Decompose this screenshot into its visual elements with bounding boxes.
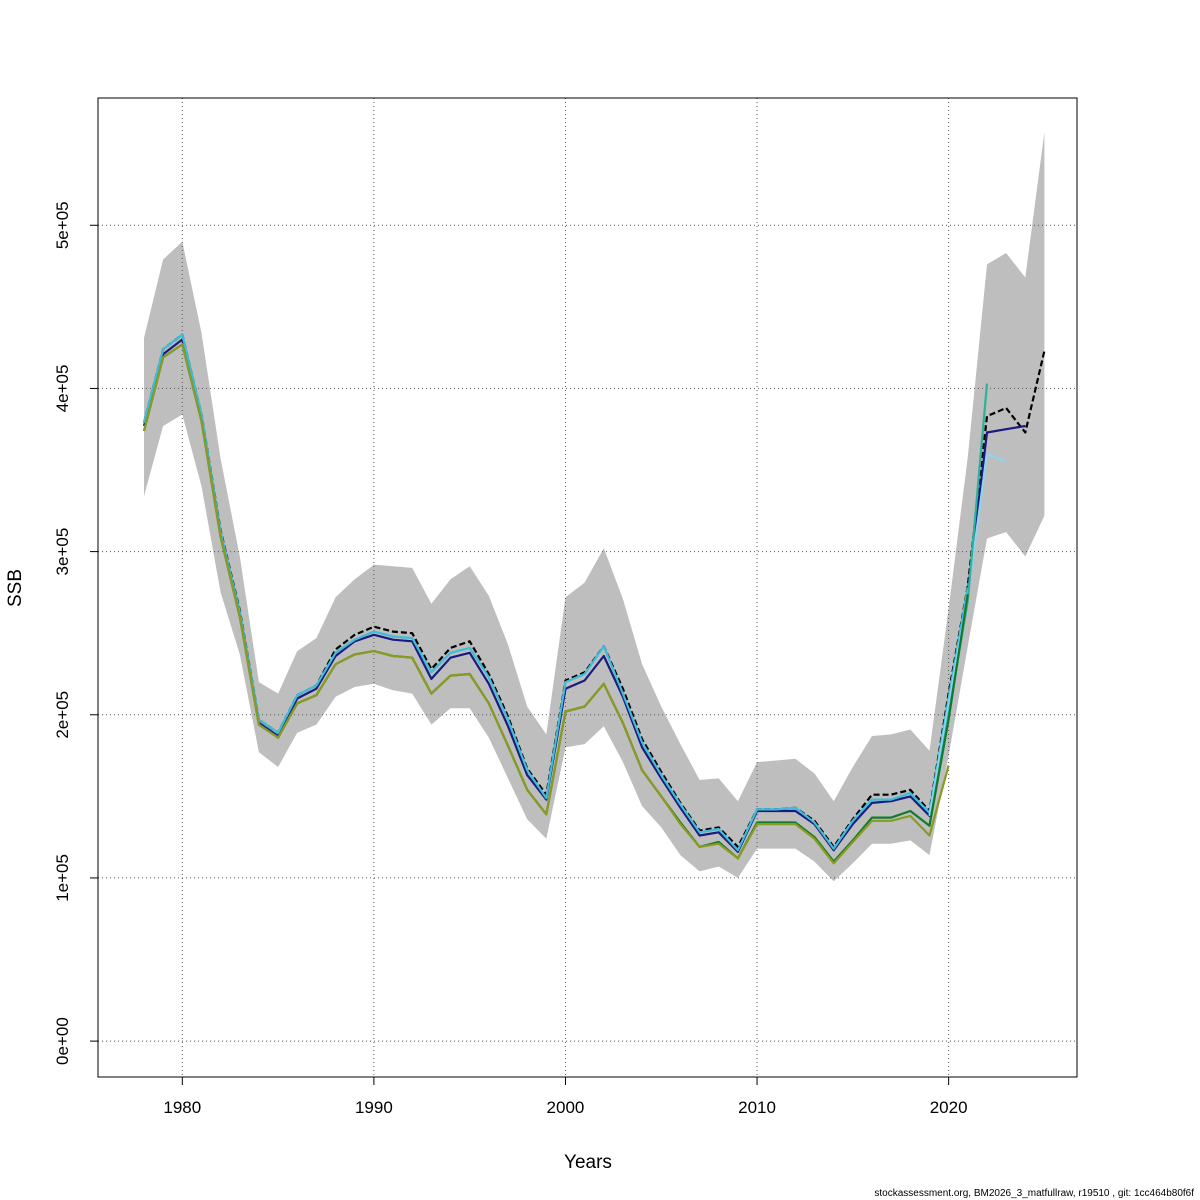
x-tick-label: 1980 — [163, 1098, 201, 1117]
x-tick-label: 2020 — [930, 1098, 968, 1117]
y-tick-label: 5e+05 — [53, 201, 72, 249]
y-tick-label: 4e+05 — [53, 365, 72, 413]
y-axis-title: SSB — [5, 569, 26, 607]
y-tick-label: 0e+00 — [53, 1017, 72, 1065]
series-line-3 — [142, 333, 969, 852]
y-axis: 0e+00 1e+05 2e+05 3e+05 4e+05 5e+05 — [53, 201, 98, 1065]
y-tick-label: 1e+05 — [53, 854, 72, 902]
footer-source-note: stockassessment.org, BM2026_3_matfullraw… — [874, 1188, 1194, 1199]
x-tick-label: 1990 — [355, 1098, 393, 1117]
confidence-band-layer — [144, 132, 1045, 882]
plot-frame — [97, 97, 1078, 1078]
y-tick-label: 3e+05 — [53, 528, 72, 576]
x-axis: 1980 1990 2000 2010 2020 — [163, 1077, 968, 1117]
confidence-band — [144, 132, 1045, 882]
x-tick-label: 2000 — [547, 1098, 585, 1117]
series-line-2 — [142, 338, 1026, 853]
y-tick-label: 2e+05 — [53, 691, 72, 739]
x-axis-title: Years — [564, 1152, 612, 1173]
x-tick-label: 2010 — [738, 1098, 776, 1117]
series-line-7 — [142, 343, 950, 865]
series-layer — [142, 333, 1046, 865]
